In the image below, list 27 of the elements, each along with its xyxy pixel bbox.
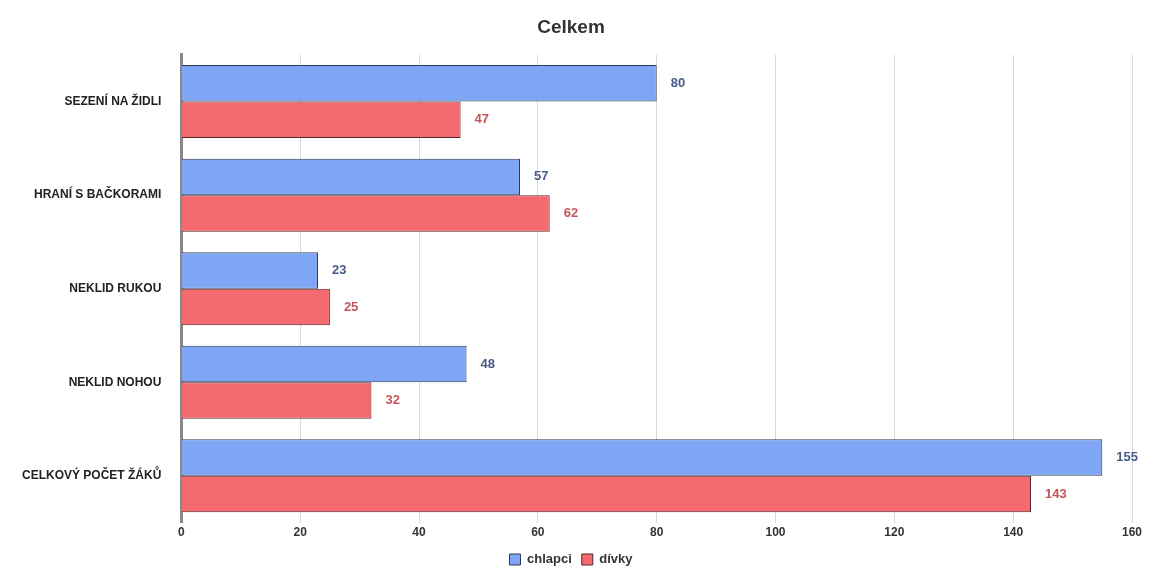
x-tick-label: 80	[649, 525, 664, 540]
data-label: 62	[563, 204, 579, 220]
y-tick-label: SEZENÍ NA ŽIDLI	[64, 92, 162, 108]
data-label: 143	[1044, 485, 1067, 501]
data-label: 155	[1116, 449, 1138, 465]
y-tick-label: CELKOVÝ POČET ŽÁKŮ	[22, 466, 162, 483]
y-tick-label: HRANÍ S BAČKORAMI	[34, 186, 162, 202]
chart-title: Celkem	[537, 15, 605, 37]
data-label: 57	[534, 168, 549, 184]
legend-label: chlapci	[526, 551, 572, 567]
x-tick-label: 160	[1121, 525, 1143, 540]
legend-label: dívky	[599, 551, 634, 567]
y-tick-label: NEKLID RUKOU	[69, 281, 162, 296]
data-label: 32	[385, 392, 400, 408]
x-tick-label: 60	[531, 525, 545, 540]
x-tick-label: 140	[1003, 525, 1024, 540]
y-tick-label: NEKLID NOHOU	[68, 374, 162, 389]
x-tick-label: 20	[293, 525, 308, 540]
data-label: 23	[332, 262, 347, 278]
data-label: 25	[343, 298, 359, 314]
data-label: 48	[480, 355, 496, 371]
x-tick-label: 40	[412, 525, 426, 540]
data-label: 47	[474, 111, 490, 127]
x-tick-label: 0	[178, 525, 185, 540]
x-tick-label: 100	[765, 525, 786, 540]
x-tick-label: 120	[884, 525, 905, 540]
data-label: 80	[670, 74, 686, 90]
